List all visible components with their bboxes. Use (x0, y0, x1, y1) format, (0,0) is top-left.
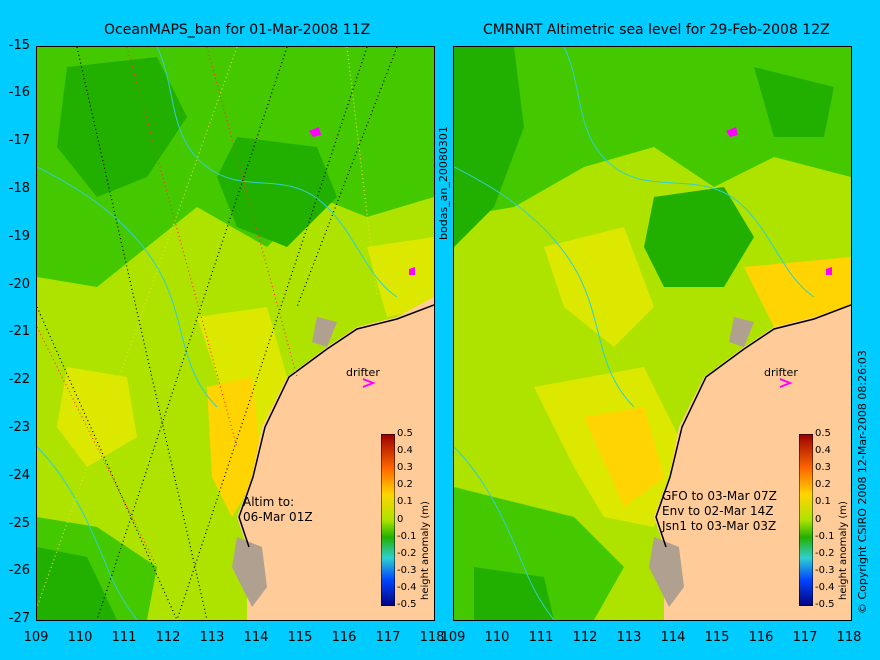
right-map-title: CMRNRT Altimetric sea level for 29-Feb-2… (483, 22, 830, 38)
colorbar-tick: 0.5 (815, 428, 831, 439)
y-tick-label: -20 (8, 277, 30, 292)
colorbar-tick: 0.4 (397, 445, 413, 456)
x-tick-label: 112 (572, 630, 598, 645)
colorbar-tick: 0.1 (397, 496, 413, 507)
note-line: Altim to: (243, 495, 295, 509)
left-sea-level-map (37, 47, 434, 620)
colorbar-tick: 0.2 (815, 479, 831, 490)
y-tick-label: -24 (8, 468, 30, 483)
note-line: 06-Mar 01Z (243, 510, 313, 524)
x-tick-label: 110 (67, 630, 93, 645)
y-tick-label: -15 (8, 38, 30, 53)
y-tick-label: -22 (8, 372, 30, 387)
colorbar-tick: -0.4 (815, 582, 835, 593)
copyright-label: © Copyright CSIRO 2008 12-Mar-2008 08:26… (856, 350, 869, 614)
y-tick-label: -18 (8, 181, 30, 196)
right-colorbar-gradient (799, 434, 813, 606)
colorbar-tick: -0.4 (397, 582, 417, 593)
colorbar-tick: -0.5 (397, 599, 417, 610)
colorbar-tick: 0.5 (397, 428, 413, 439)
right-map-panel (453, 46, 852, 621)
y-tick-label: -16 (8, 85, 30, 100)
colorbar-tick: -0.5 (815, 599, 835, 610)
y-tick-label: -19 (8, 229, 30, 244)
left-drifter-label: drifter (346, 366, 380, 379)
x-tick-label: 111 (111, 630, 137, 645)
x-tick-label: 109 (440, 630, 466, 645)
y-tick-label: -17 (8, 133, 30, 148)
y-tick-label: -23 (8, 420, 30, 435)
colorbar-tick: 0 (397, 514, 404, 525)
colorbar-tick: 0.3 (815, 462, 831, 473)
colorbar-label: height anomaly (m) (838, 501, 849, 600)
colorbar-tick: -0.2 (397, 548, 417, 559)
colorbar-tick: 0.1 (815, 496, 831, 507)
x-tick-label: 114 (660, 630, 686, 645)
y-tick-label: -25 (8, 516, 30, 531)
colorbar-tick: 0 (815, 514, 822, 525)
y-tick-label: -21 (8, 324, 30, 339)
colorbar-tick: -0.1 (397, 531, 417, 542)
note-line: Jsn1 to 03-Mar 03Z (662, 519, 777, 533)
colorbar-tick: -0.2 (815, 548, 835, 559)
x-tick-label: 116 (331, 630, 357, 645)
x-tick-label: 115 (287, 630, 313, 645)
note-line: GFO to 03-Mar 07Z (662, 489, 777, 503)
colorbar-tick: 0.3 (397, 462, 413, 473)
x-tick-label: 113 (616, 630, 642, 645)
x-tick-label: 117 (375, 630, 401, 645)
colorbar-tick: 0.4 (815, 445, 831, 456)
right-drifter-label: drifter (764, 366, 798, 379)
x-tick-label: 118 (836, 630, 862, 645)
left-map-title: OceanMAPS_ban for 01-Mar-2008 11Z (104, 22, 371, 38)
x-tick-label: 117 (792, 630, 818, 645)
note-line: Env to 02-Mar 14Z (662, 504, 774, 518)
x-tick-label: 111 (528, 630, 554, 645)
x-tick-label: 115 (704, 630, 730, 645)
x-tick-label: 110 (484, 630, 510, 645)
x-tick-label: 116 (748, 630, 774, 645)
right-sea-level-map (454, 47, 851, 620)
x-tick-label: 114 (243, 630, 269, 645)
colorbar-tick: -0.1 (815, 531, 835, 542)
x-tick-label: 118 (419, 630, 445, 645)
y-tick-label: -27 (8, 611, 30, 626)
colorbar-tick: 0.2 (397, 479, 413, 490)
colorbar-tick: -0.3 (397, 565, 417, 576)
left-colorbar-gradient (381, 434, 395, 606)
run-id-label: bodas_an_20080301 (437, 126, 450, 240)
y-tick-label: -26 (8, 563, 30, 578)
colorbar-tick: -0.3 (815, 565, 835, 576)
x-tick-label: 113 (199, 630, 225, 645)
right-altimetry-note: GFO to 03-Mar 07Z Env to 02-Mar 14Z Jsn1… (662, 489, 777, 534)
x-tick-label: 112 (155, 630, 181, 645)
x-tick-label: 109 (23, 630, 49, 645)
left-altimetry-note: Altim to: 06-Mar 01Z (243, 495, 313, 525)
colorbar-label: height anomaly (m) (420, 501, 431, 600)
left-map-panel (36, 46, 435, 621)
